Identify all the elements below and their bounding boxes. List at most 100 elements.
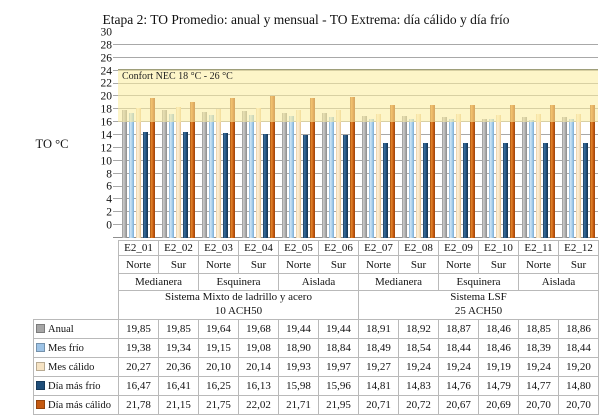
value-cell: 20,70 — [518, 395, 559, 415]
y-tick-label: 12 — [100, 142, 113, 155]
position-group-cell: Esquinera — [438, 273, 519, 291]
gridline — [113, 237, 598, 238]
bar — [269, 96, 275, 238]
value-cell: 16,25 — [198, 376, 239, 396]
value-cell: 19,08 — [238, 338, 279, 358]
y-tick-label: 2 — [106, 206, 112, 219]
column-header-cell: E2_12 — [558, 240, 599, 256]
orientation-cell: Norte — [198, 255, 239, 274]
y-tick-label: 24 — [100, 65, 113, 78]
y-tick-label: 14 — [100, 129, 113, 142]
gridline — [113, 172, 598, 174]
value-cell: 19,85 — [158, 319, 199, 339]
series-swatch — [36, 323, 45, 333]
value-cell: 19,27 — [358, 357, 399, 377]
value-cell: 20,27 — [118, 357, 159, 377]
bar — [335, 109, 341, 238]
bar-group-E2_02 — [158, 45, 198, 238]
value-cell: 18,44 — [558, 338, 599, 358]
bar — [309, 98, 315, 238]
gridline — [113, 44, 598, 45]
bar — [128, 113, 134, 238]
orientation-cell: Sur — [478, 255, 519, 274]
orientation-cell: Sur — [158, 255, 199, 274]
value-cell: 18,46 — [478, 319, 519, 339]
value-cell: 19,68 — [238, 319, 279, 339]
bar-groups — [118, 45, 598, 238]
value-cell: 18,54 — [398, 338, 439, 358]
column-header-cell: E2_01 — [118, 240, 159, 256]
corner-spacer — [34, 256, 119, 274]
bar — [408, 118, 414, 238]
value-cell: 14,77 — [518, 376, 559, 396]
comfort-band: Confort NEC 18 °C - 26 °C — [118, 69, 598, 123]
value-cell: 19,24 — [518, 357, 559, 377]
bar — [401, 116, 407, 238]
bar-group-E2_01 — [118, 45, 158, 238]
bar — [248, 115, 254, 238]
orientation-cell: Norte — [118, 255, 159, 274]
value-cell: 14,83 — [398, 376, 439, 396]
bar — [441, 116, 447, 238]
bar — [295, 109, 301, 238]
gridline — [113, 146, 598, 148]
value-cell: 19,85 — [118, 319, 159, 339]
bar — [229, 98, 235, 238]
bar — [175, 107, 181, 238]
system-group-line2: 25 ACH50 — [454, 305, 503, 317]
value-cell: 20,67 — [438, 395, 479, 415]
bar — [161, 110, 167, 238]
value-cell: 19,44 — [318, 319, 359, 339]
series-label: Anual — [48, 323, 74, 335]
bar — [182, 132, 188, 238]
value-cell: 16,47 — [118, 376, 159, 396]
bar — [361, 116, 367, 238]
column-header-cell: E2_06 — [318, 240, 359, 256]
value-cell: 18,90 — [278, 338, 319, 358]
value-cell: 18,39 — [518, 338, 559, 358]
bar — [521, 116, 527, 238]
bar — [135, 107, 141, 238]
bar-group-E2_08 — [398, 45, 438, 238]
value-cell: 18,84 — [318, 338, 359, 358]
value-cell: 20,36 — [158, 357, 199, 377]
bar — [382, 142, 388, 238]
bar — [549, 104, 555, 238]
bar — [142, 132, 148, 238]
position-group-cell: Aislada — [518, 273, 599, 291]
y-tick-label: 10 — [100, 155, 113, 168]
bar — [481, 119, 487, 238]
position-group-cell: Aislada — [278, 273, 359, 291]
bar — [302, 135, 308, 238]
column-header-cell: E2_11 — [518, 240, 559, 256]
bar — [241, 111, 247, 238]
value-cell: 19,34 — [158, 338, 199, 358]
value-cell: 19,19 — [478, 357, 519, 377]
bar — [448, 119, 454, 238]
value-cell: 20,69 — [478, 395, 519, 415]
bar — [542, 142, 548, 238]
y-tick-label: 8 — [106, 168, 112, 181]
value-cell: 21,78 — [118, 395, 159, 415]
bar — [528, 119, 534, 238]
value-cell: 20,72 — [398, 395, 439, 415]
bar — [321, 112, 327, 238]
orientation-cell: Sur — [318, 255, 359, 274]
bar — [281, 112, 287, 238]
column-header-cell: E2_07 — [358, 240, 399, 256]
value-cell: 18,87 — [438, 319, 479, 339]
column-header-cell: E2_10 — [478, 240, 519, 256]
bar — [375, 114, 381, 238]
comfort-band-label: Confort NEC 18 °C - 26 °C — [122, 71, 233, 83]
legend-cell: Día más cálido — [33, 395, 119, 415]
y-axis-title: TO °C — [35, 137, 69, 151]
gridline — [113, 211, 598, 213]
value-cell: 14,76 — [438, 376, 479, 396]
series-label: Mes frío — [48, 342, 84, 354]
bar — [502, 142, 508, 238]
legend-cell: Mes frío — [33, 338, 119, 358]
bar-group-E2_04 — [238, 45, 278, 238]
value-cell: 20,70 — [558, 395, 599, 415]
bar — [429, 104, 435, 238]
